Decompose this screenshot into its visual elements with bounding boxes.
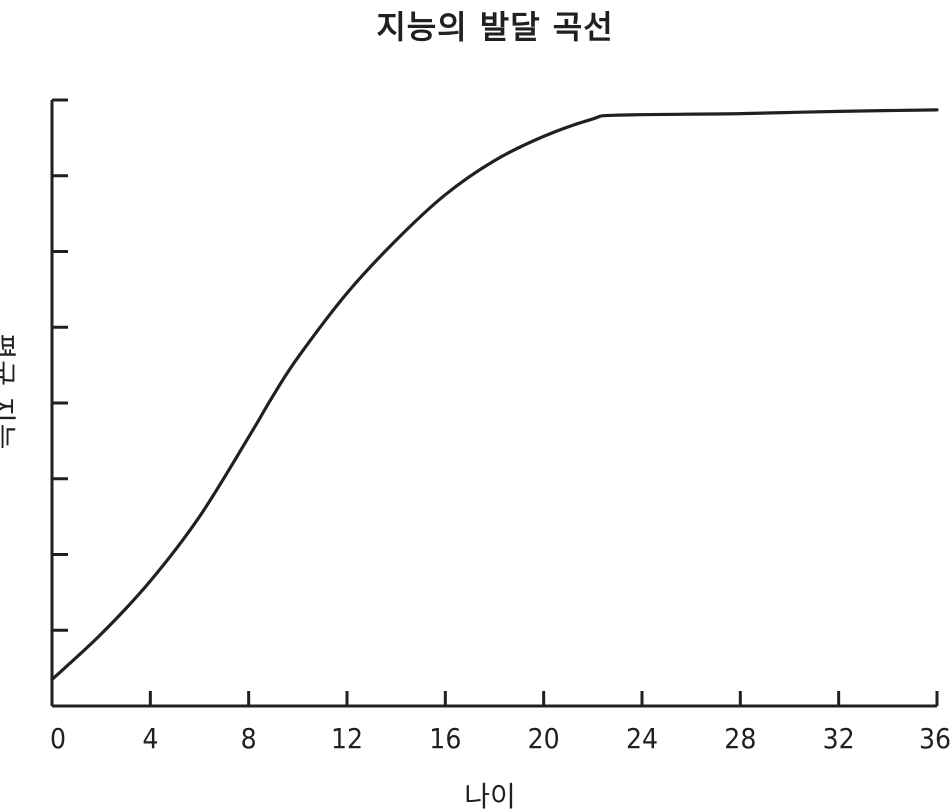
x-axis-label: 나이 <box>464 780 516 810</box>
x-tick-label: 32 <box>823 722 855 755</box>
x-tick-label: 24 <box>626 722 658 755</box>
x-tick-label: 36 <box>919 722 950 755</box>
axes <box>50 98 937 708</box>
chart-title: 지능의 발달 곡선 <box>376 8 614 46</box>
x-tick-label: 28 <box>724 722 756 755</box>
x-tick-label: 20 <box>528 722 560 755</box>
x-tick-label: 12 <box>331 722 363 755</box>
y-ticks <box>52 98 68 632</box>
series-layer <box>50 108 939 682</box>
y-axis-label: 평균 지능 <box>0 334 19 451</box>
x-ticks: 0 4 8 12 16 20 24 28 32 36 <box>50 691 950 755</box>
x-tick-label: 16 <box>429 722 461 755</box>
series-line <box>50 108 939 682</box>
x-tick-label: 8 <box>241 722 257 755</box>
x-tick-label: 4 <box>142 722 158 755</box>
x-tick-label: 0 <box>50 722 66 755</box>
